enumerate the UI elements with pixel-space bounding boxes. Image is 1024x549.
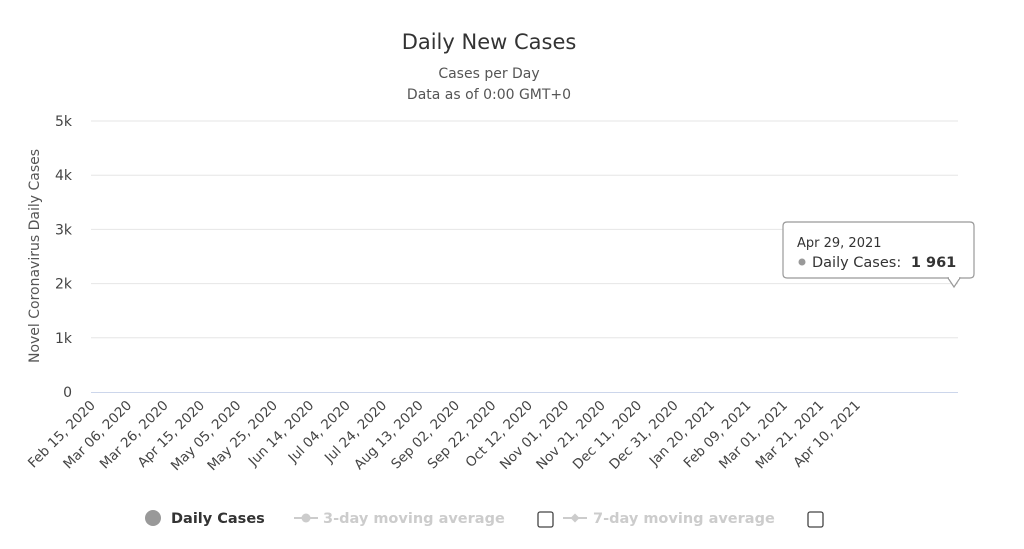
tooltip-box bbox=[782, 221, 975, 279]
gridlines bbox=[91, 120, 958, 339]
y-axis-ticks: 0 1k 2k 3k 4k 5k bbox=[55, 114, 73, 401]
chart-subtitle-line-2: Data as of 0:00 GMT+0 bbox=[407, 87, 571, 103]
legend-item-3-day-moving-average[interactable]: 3-day moving average bbox=[294, 511, 505, 527]
tooltip-pointer bbox=[946, 277, 962, 289]
y-tick-label: 1k bbox=[55, 331, 73, 347]
legend-label-7-day: 7-day moving average bbox=[593, 511, 775, 527]
y-tick-label: 4k bbox=[55, 168, 73, 184]
y-tick-label: 3k bbox=[55, 222, 73, 238]
tooltip-series-marker bbox=[798, 258, 806, 266]
y-tick-label: 0 bbox=[63, 385, 72, 401]
tooltip-series-text: Daily Cases: 1 961 bbox=[812, 255, 956, 271]
tooltip-value: 1 961 bbox=[911, 255, 956, 271]
tooltip: Apr 29, 2021 Daily Cases: 1 961 bbox=[782, 221, 975, 289]
y-tick-label: 5k bbox=[55, 114, 73, 130]
tooltip-date: Apr 29, 2021 bbox=[797, 236, 882, 251]
y-axis-label: Novel Coronavirus Daily Cases bbox=[27, 149, 43, 363]
y-tick-label: 2k bbox=[55, 277, 73, 293]
legend-label-daily-cases: Daily Cases bbox=[171, 511, 265, 527]
legend-marker-3-day bbox=[301, 513, 311, 523]
chart-subtitle-line-1: Cases per Day bbox=[438, 66, 539, 82]
legend-marker-7-day bbox=[570, 513, 580, 523]
legend-label-3-day: 3-day moving average bbox=[323, 511, 505, 527]
legend: Daily Cases 3-day moving average 7-day m… bbox=[145, 510, 824, 528]
legend-item-daily-cases[interactable]: Daily Cases bbox=[145, 510, 265, 527]
legend-marker-daily-cases bbox=[145, 510, 161, 526]
tooltip-pointer-mask bbox=[949, 276, 959, 279]
checkbox-3-day-moving-average[interactable] bbox=[537, 511, 554, 528]
checkbox-7-day-moving-average[interactable] bbox=[807, 511, 824, 528]
tooltip-series-label: Daily Cases: bbox=[812, 255, 901, 271]
chart-title: Daily New Cases bbox=[402, 30, 577, 54]
legend-item-7-day-moving-average[interactable]: 7-day moving average bbox=[563, 511, 775, 527]
